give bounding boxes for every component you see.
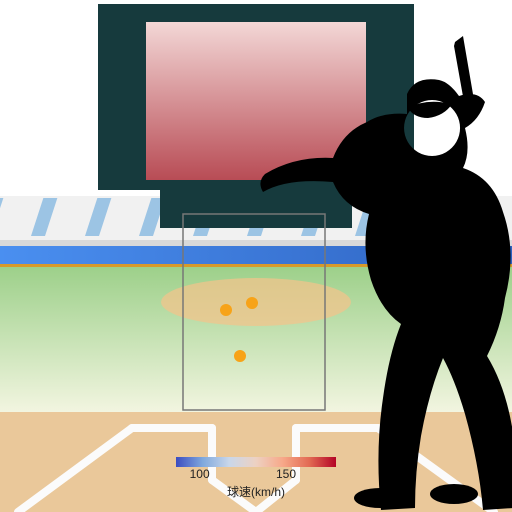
pitch-marker [246,297,258,309]
legend-label: 球速(km/h) [176,483,336,500]
speed-legend: 100 150 球速(km/h) [176,457,336,500]
scene-svg [0,0,512,512]
pitch-marker [220,304,232,316]
pitch-marker [234,350,246,362]
legend-ticks: 100 150 [176,467,336,483]
batter-foot [354,488,406,508]
batter-foot [430,484,478,504]
scoreboard-stem [160,190,352,228]
pitch-location-chart [0,0,512,512]
legend-tick: 150 [276,467,296,481]
legend-tick: 100 [190,467,210,481]
scoreboard-screen [146,22,366,180]
legend-gradient-bar [176,457,336,467]
